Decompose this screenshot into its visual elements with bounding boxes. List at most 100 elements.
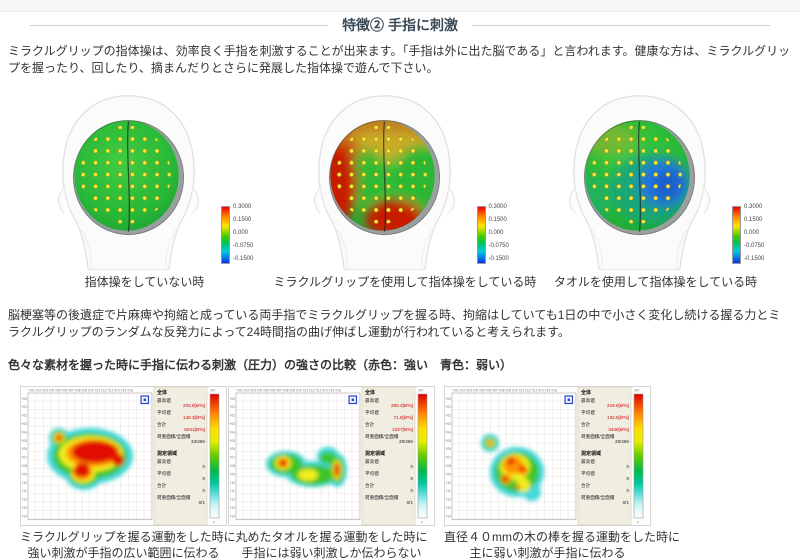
svg-text:荷重面積/全面積: 荷重面積/全面積	[581, 433, 615, 440]
heatmap-caption-1: ミラクルグリップを握る運動をした時に 強い刺激が手指の広い範囲に伝わる	[20, 530, 236, 559]
heatmap-figure-row: X01 X02 X03 X04 X05 X06 X07 X08 X09 X10 …	[0, 386, 800, 559]
svg-text:Y09: Y09	[445, 473, 451, 477]
svg-text:合計: 合計	[581, 482, 591, 489]
heatmap-figure-towel: X01 X02 X03 X04 X05 X06 X07 X08 X09 X10 …	[228, 386, 435, 559]
left-ear	[58, 187, 65, 214]
svg-text:最高値: 最高値	[157, 397, 171, 404]
electrode-dots	[335, 125, 427, 224]
svg-text:Y06: Y06	[21, 447, 27, 451]
colorbar-min-label: 0	[637, 521, 639, 525]
svg-text:203.8[kPa]: 203.8[kPa]	[183, 403, 205, 408]
svg-text:Y10: Y10	[445, 481, 451, 485]
svg-text:Y06: Y06	[445, 447, 451, 451]
brain-figure-row: 0.3000 0.1500 0.000 -0.0750 -0.1500 指体操をしていな…	[0, 88, 800, 290]
svg-text:71.8[kPa]: 71.8[kPa]	[394, 415, 413, 420]
svg-text:132.5[kPa]: 132.5[kPa]	[607, 415, 629, 420]
svg-text:Y01: Y01	[229, 405, 235, 409]
svg-text:Y13: Y13	[445, 506, 451, 510]
svg-text:荷重面積/全面積: 荷重面積/全面積	[365, 494, 399, 501]
brain-fissure	[382, 121, 386, 232]
pressure-map-1: X01 X02 X03 X04 X05 X06 X07 X08 X09 X10 …	[20, 386, 227, 527]
colorbar-max-label: 240	[418, 389, 424, 393]
svg-text:2227[kPa]: 2227[kPa]	[392, 427, 413, 432]
svg-text:測定領域: 測定領域	[365, 450, 385, 457]
brain-caption-2: ミラクルグリップを使用して指体操をしている時	[273, 275, 537, 290]
svg-text:最高値: 最高値	[365, 458, 379, 465]
brain-figure-miracle-grip: 0.3000 0.1500 0.000 -0.0750 -0.1500 ミラクルグリップ…	[273, 88, 537, 290]
column-headers: X01 X02 X03 X04 X05 X06 X07 X08 X09 X10 …	[237, 389, 341, 393]
svg-text:Y02: Y02	[445, 414, 451, 418]
brain-scan-image-3	[569, 95, 710, 271]
stats-panel-text: 全体 最高値 200.2[kPa] 平均値 71.8[kPa] 合計 2227[…	[364, 389, 413, 505]
pressure-map-2: X01 X02 X03 X04 X05 X06 X07 X08 X09 X10 …	[228, 386, 435, 527]
pressure-blob	[266, 447, 347, 488]
svg-text:Y03: Y03	[445, 422, 451, 426]
svg-text:0/1: 0/1	[407, 500, 414, 505]
svg-text:Y04: Y04	[445, 431, 451, 435]
electrode-dots	[591, 125, 682, 224]
right-ear	[703, 187, 710, 214]
svg-text:Y05: Y05	[21, 439, 27, 443]
activity-colorbar-1: 0.3000 0.1500 0.000 -0.0750 -0.1500	[221, 204, 261, 266]
svg-text:測定領域: 測定領域	[581, 450, 601, 457]
activity-colorbar-2: 0.3000 0.1500 0.000 -0.0750 -0.1500	[476, 204, 517, 266]
svg-text:Y03: Y03	[229, 422, 235, 426]
svg-text:Y01: Y01	[445, 405, 451, 409]
activity-colorbar-3: 0.3000 0.1500 0.000 -0.0750 -0.1500	[732, 204, 772, 266]
svg-text:Y07: Y07	[229, 456, 235, 460]
brain-caption-1: 指体操をしていない時	[84, 275, 205, 290]
svg-text:Y03: Y03	[21, 422, 27, 426]
pressure-blob	[47, 428, 133, 491]
svg-text:0: 0	[410, 476, 413, 481]
heatmap-caption-1-line2: 強い刺激が手指の広い範囲に伝わる	[27, 545, 220, 559]
svg-text:Y06: Y06	[229, 447, 235, 451]
heatmap-caption-3-line2: 主に弱い刺激が手指に伝わる	[469, 545, 626, 559]
svg-text:平均値: 平均値	[157, 409, 171, 416]
body-paragraph: 脳梗塞等の後遺症で片麻痺や拘縮と成っている両手指でミラクルグリップを握る時、拘縮…	[8, 308, 781, 340]
svg-text:荷重面積/全面積: 荷重面積/全面積	[581, 494, 615, 501]
brain-fissure	[127, 121, 130, 232]
svg-text:最高値: 最高値	[365, 397, 379, 404]
brain-scan-image-2	[313, 95, 455, 271]
section-header: 特徴② 手指に刺激	[30, 15, 770, 35]
brain-caption-3: タオルを使用して指体操をしている時	[553, 275, 758, 290]
right-ear	[447, 187, 455, 214]
svg-text:Y11: Y11	[229, 489, 235, 493]
intro-paragraph: ミラクルグリップの指体操は、効率良く手指を刺激することが出来ます。「手指は外に出…	[8, 44, 791, 76]
neck-line	[165, 229, 177, 271]
svg-text:Y13: Y13	[229, 506, 235, 510]
svg-text:0: 0	[410, 488, 413, 493]
svg-text:Y08: Y08	[21, 464, 27, 468]
svg-text:Y04: Y04	[229, 431, 235, 435]
stats-panel-text: 全体 最高値 219.6[kPa] 平均値 132.5[kPa] 合計 3446…	[580, 389, 629, 505]
svg-text:0: 0	[202, 464, 205, 469]
heatmap-caption-3: 直径４０mmの木の棒を握る運動をした時に 主に弱い刺激が手指に伝わる	[444, 530, 680, 559]
svg-text:Y10: Y10	[229, 481, 235, 485]
svg-text:Y14: Y14	[21, 515, 27, 519]
pressure-blob	[481, 434, 544, 502]
comparison-heading: 色々な素材を握った時に手指に伝わる刺激（圧力）の強さの比較（赤色：強い 青色：弱…	[8, 358, 513, 373]
stats-panel	[577, 386, 632, 526]
electrode-dots	[80, 125, 171, 224]
colorbar-gradient	[221, 206, 230, 265]
colorbar-gradient	[732, 206, 741, 265]
svg-text:Y12: Y12	[445, 498, 451, 502]
row-labels: Y00 Y01 Y02 Y03 Y04 Y05 Y06 Y07 Y08 Y09 Y10 Y11 Y12 Y…	[445, 397, 451, 519]
svg-text:Y01: Y01	[21, 405, 27, 409]
svg-text:合計: 合計	[157, 482, 167, 489]
brain-figure-towel: 0.3000 0.1500 0.000 -0.0750 -0.1500 タオルを使用して…	[529, 88, 782, 290]
cap-outline	[72, 120, 185, 236]
top-band	[0, 0, 800, 12]
brain-figure-no-exercise: 0.3000 0.1500 0.000 -0.0750 -0.1500 指体操をしていな…	[18, 88, 271, 290]
svg-text:Y10: Y10	[21, 481, 27, 485]
svg-text:3446[kPa]: 3446[kPa]	[608, 427, 629, 432]
svg-text:Y09: Y09	[229, 473, 235, 477]
svg-text:合計: 合計	[157, 421, 167, 428]
svg-text:Y00: Y00	[21, 397, 27, 401]
neck-line	[420, 229, 432, 271]
svg-text:Y04: Y04	[21, 431, 27, 435]
heatmap-caption-2-line2: 手指には弱い刺激しか伝わらない	[241, 545, 422, 559]
column-headers: X01 X02 X03 X04 X05 X06 X07 X08 X09 X10 …	[453, 389, 557, 393]
svg-text:平均値: 平均値	[157, 470, 171, 477]
svg-text:最高値: 最高値	[581, 458, 595, 465]
